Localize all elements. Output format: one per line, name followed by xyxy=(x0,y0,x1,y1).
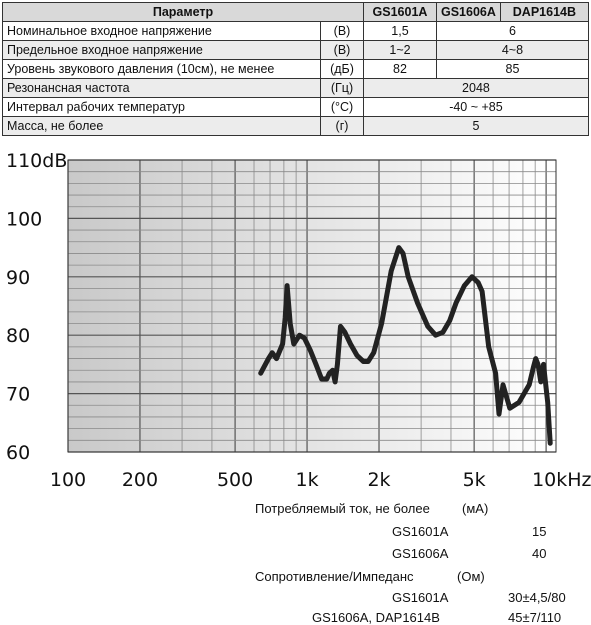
table-row: Предельное входное напряжение (В) 1~2 4~… xyxy=(2,40,589,60)
row-unit: (дБ) xyxy=(320,59,364,79)
impedance-gs1601a-label: GS1601A xyxy=(392,590,449,605)
header-gs1606a: GS1606A xyxy=(436,2,501,22)
row-name: Номинальное входное напряжение xyxy=(2,21,321,41)
y-tick-label: 100 xyxy=(6,208,42,230)
current-label: Потребляемый ток, не более xyxy=(255,501,430,516)
x-tick-labels: 100 200 500 1k 2k 5k 10kHz xyxy=(50,469,591,491)
row-value-gs1601a: 82 xyxy=(363,59,437,79)
spec-header-row: Параметр GS1601A GS1606A DAP1614B xyxy=(2,2,589,22)
row-unit: (В) xyxy=(320,21,364,41)
y-tick-label: 70 xyxy=(6,384,30,406)
impedance-unit: (Ом) xyxy=(457,569,485,584)
x-tick-label: 500 xyxy=(217,469,253,491)
table-row: Уровень звукового давления (10см), не ме… xyxy=(2,59,589,79)
row-value-gs1606a-dap1614b: 4~8 xyxy=(436,40,589,60)
frequency-response-chart: 110dB 100 90 80 70 60 100 200 500 1k 2k 5k 10kHz xyxy=(6,150,591,491)
plot-frame xyxy=(67,159,557,453)
impedance-gs1606a-label: GS1606A, DAP1614B xyxy=(312,610,440,625)
x-tick-label: 200 xyxy=(122,469,158,491)
y-tick-label: 110dB xyxy=(6,150,67,172)
row-unit: (°C) xyxy=(320,97,364,117)
row-name: Резонансная частота xyxy=(2,78,321,98)
row-value-all: 5 xyxy=(363,116,589,136)
row-value-gs1606a-dap1614b: 6 xyxy=(436,21,589,41)
header-dap1614b: DAP1614B xyxy=(499,2,589,22)
x-tick-label: 5k xyxy=(463,469,486,491)
y-tick-labels: 110dB 100 90 80 70 60 xyxy=(6,150,67,464)
x-tick-label: 100 xyxy=(50,469,86,491)
x-tick-label: 10kHz xyxy=(532,469,591,491)
spec-table: Параметр GS1601A GS1606A DAP1614B Номина… xyxy=(2,2,589,136)
row-value-gs1601a: 1,5 xyxy=(363,21,437,41)
row-value-all: 2048 xyxy=(363,78,589,98)
current-gs1601a-label: GS1601A xyxy=(392,524,449,539)
impedance-label: Сопротивление/Импеданс xyxy=(255,569,414,584)
row-value-gs1601a: 1~2 xyxy=(363,40,437,60)
row-value-gs1606a-dap1614b: 85 xyxy=(436,59,589,79)
x-tick-label: 2k xyxy=(367,469,390,491)
row-name: Масса, не более xyxy=(2,116,321,136)
current-gs1606a-label: GS1606A xyxy=(392,546,449,561)
table-row: Масса, не более (г) 5 xyxy=(2,116,589,136)
x-tick-label: 1k xyxy=(296,469,319,491)
current-unit: (мА) xyxy=(462,501,489,516)
current-gs1601a-value: 15 xyxy=(532,524,547,539)
table-row: Интервал рабочих температур (°C) -40 ~ +… xyxy=(2,97,589,117)
header-gs1601a: GS1601A xyxy=(363,2,437,22)
row-name: Интервал рабочих температур xyxy=(2,97,321,117)
y-tick-label: 90 xyxy=(6,267,30,289)
row-unit: (В) xyxy=(320,40,364,60)
table-row: Номинальное входное напряжение (В) 1,5 6 xyxy=(2,21,589,41)
table-row: Резонансная частота (Гц) 2048 xyxy=(2,78,589,98)
y-tick-label: 80 xyxy=(6,325,30,347)
y-tick-label: 60 xyxy=(6,442,30,464)
row-name: Предельное входное напряжение xyxy=(2,40,321,60)
row-unit: (Гц) xyxy=(320,78,364,98)
impedance-gs1606a-value: 45±7/110 xyxy=(508,610,562,625)
header-param: Параметр xyxy=(2,2,364,22)
row-unit: (г) xyxy=(320,116,364,136)
row-name: Уровень звукового давления (10см), не ме… xyxy=(2,59,321,79)
response-curve xyxy=(258,245,553,446)
impedance-gs1601a-value: 30±4,5/80 xyxy=(508,590,566,605)
current-gs1606a-value: 40 xyxy=(532,546,547,561)
row-value-all: -40 ~ +85 xyxy=(363,97,589,117)
